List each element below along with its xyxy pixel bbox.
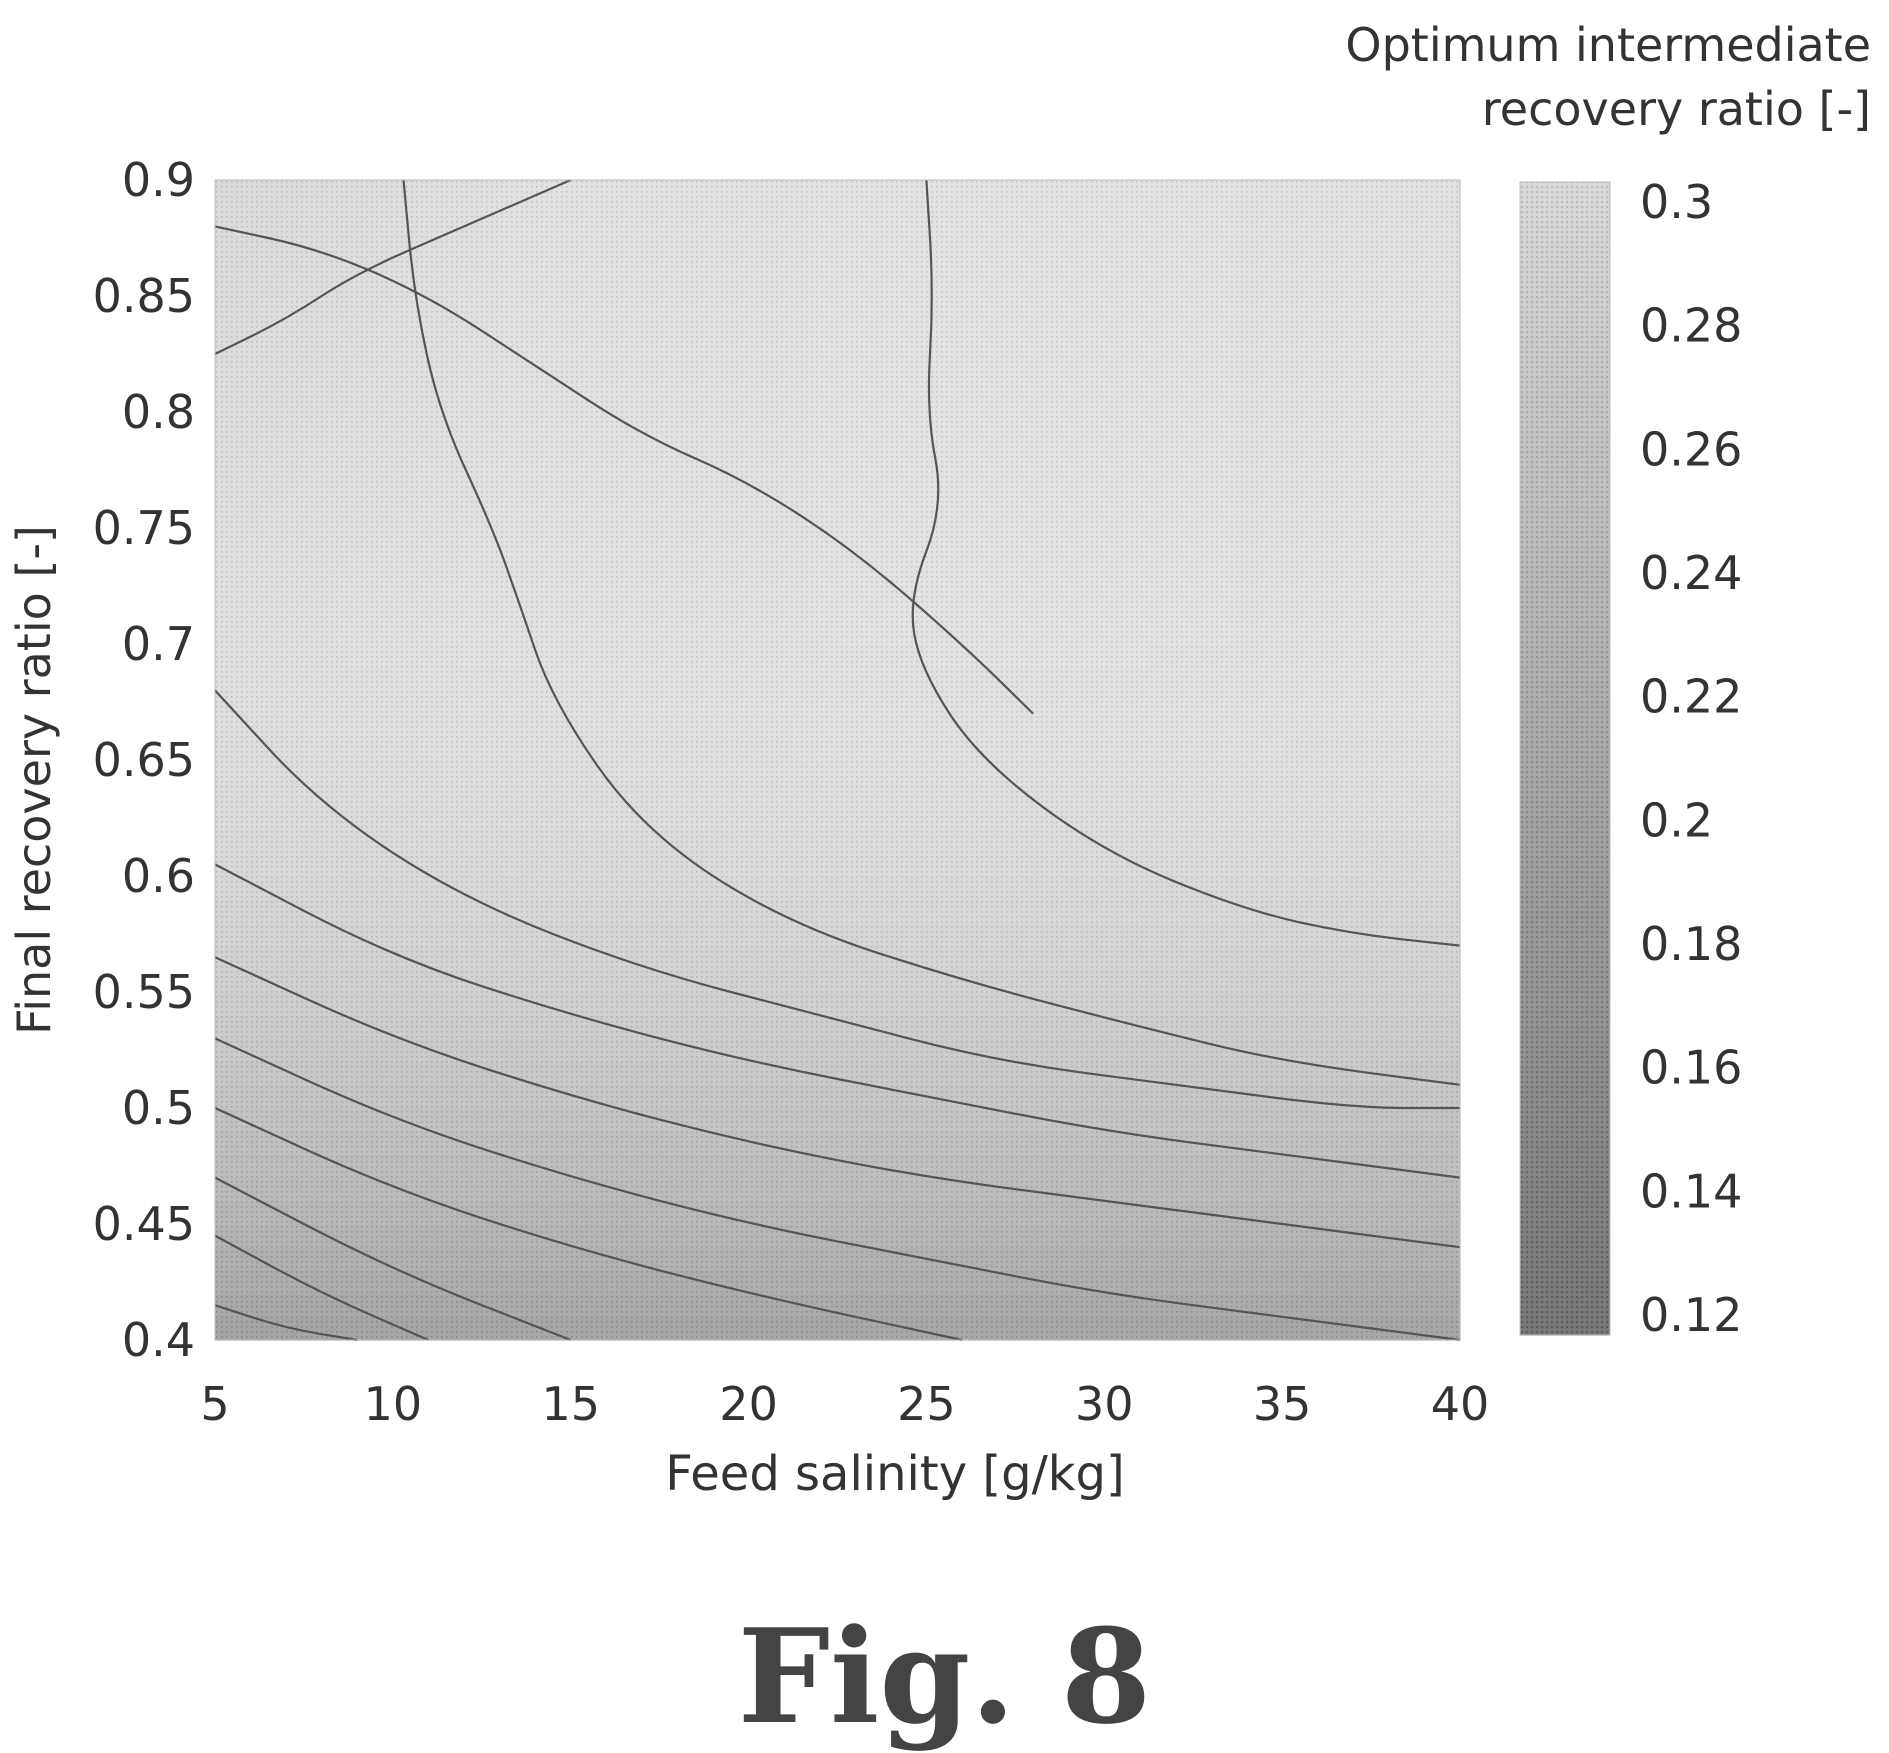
- y-tick-label: 0.65: [93, 733, 195, 787]
- plot-frame: [214, 179, 1461, 1341]
- contour-chart: 5 10 15 20 25 30 35 40 0.4 0.45 0.5 0.55 0.6 0.65 0.7…: [7, 153, 1742, 1502]
- y-tick-label: 0.85: [93, 269, 195, 323]
- contour-line: [911, 179, 1461, 947]
- colorbar-title-line2: recovery ratio [-]: [1481, 82, 1871, 136]
- figure-label: Fig. 8: [737, 1600, 1152, 1753]
- contour-line: [214, 689, 1460, 1110]
- colorbar-texture: [1520, 182, 1610, 1335]
- colorbar-title-line1: Optimum intermediate: [1345, 18, 1871, 72]
- colorbar-tick-label: 0.2: [1640, 793, 1713, 847]
- colorbar-tick-label: 0.24: [1640, 546, 1742, 600]
- x-axis: 5 10 15 20 25 30 35 40: [200, 1377, 1489, 1431]
- x-tick-label: 15: [541, 1377, 600, 1431]
- colorbar-tick-label: 0.28: [1640, 299, 1742, 353]
- contour-line: [214, 1106, 963, 1342]
- y-axis: 0.4 0.45 0.5 0.55 0.6 0.65 0.7 0.75 0.8 0.85 0.9: [93, 153, 195, 1367]
- colorbar-tick-label: 0.18: [1640, 917, 1742, 971]
- y-axis-label: Final recovery ratio [-]: [7, 525, 61, 1035]
- colorbar-tick-label: 0.16: [1640, 1041, 1742, 1095]
- x-tick-label: 10: [364, 1377, 423, 1431]
- contour-line: [214, 1037, 1461, 1342]
- colorbar: 0.3 0.28 0.26 0.24 0.22 0.2 0.18 0.16 0.14 0.12: [1519, 175, 1742, 1342]
- contour-line: [214, 1176, 572, 1342]
- x-tick-label: 20: [719, 1377, 778, 1431]
- colorbar-title: Optimum intermediate recovery ratio [-]: [1345, 18, 1871, 136]
- contour-line: [214, 1234, 429, 1342]
- colorbar-tick-label: 0.22: [1640, 670, 1742, 724]
- contour-line: [214, 1304, 358, 1342]
- y-tick-label: 0.75: [93, 501, 195, 555]
- x-tick-label: 35: [1253, 1377, 1312, 1431]
- x-axis-label: Feed salinity [g/kg]: [665, 1446, 1124, 1502]
- contour-line: [214, 863, 1461, 1179]
- heatmap-cells: [215, 180, 1461, 1341]
- contour-line: [214, 956, 1461, 1249]
- heatmap-texture: [215, 180, 1460, 1340]
- contour-line: [214, 225, 1034, 715]
- x-tick-label: 5: [200, 1377, 229, 1431]
- x-tick-label: 40: [1431, 1377, 1490, 1431]
- y-tick-label: 0.4: [122, 1313, 195, 1367]
- y-tick-label: 0.8: [122, 385, 195, 439]
- contour-line: [214, 178, 572, 355]
- y-tick-label: 0.6: [122, 849, 195, 903]
- colorbar-tick-label: 0.3: [1640, 175, 1713, 229]
- colorbar-tick-label: 0.12: [1640, 1288, 1742, 1342]
- y-tick-label: 0.7: [122, 617, 195, 671]
- contour-lines: [214, 178, 1461, 1342]
- colorbar-tick-label: 0.14: [1640, 1164, 1742, 1218]
- colorbar-frame: [1519, 181, 1611, 1336]
- x-tick-label: 25: [897, 1377, 956, 1431]
- colorbar-tick-label: 0.26: [1640, 422, 1742, 476]
- y-tick-label: 0.9: [122, 153, 195, 207]
- y-tick-label: 0.55: [93, 965, 195, 1019]
- y-tick-label: 0.45: [93, 1197, 195, 1251]
- x-tick-label: 30: [1075, 1377, 1134, 1431]
- contour-line: [402, 179, 1461, 1086]
- y-tick-label: 0.5: [122, 1081, 195, 1135]
